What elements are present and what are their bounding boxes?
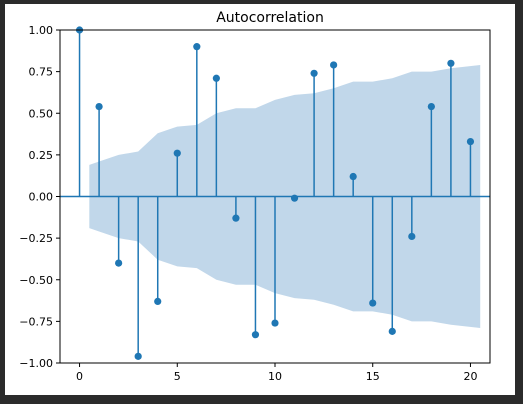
stem-marker [310,69,318,77]
y-tick-label: 0.75 [29,66,54,79]
y-tick-label: 0.00 [29,191,54,204]
stem-marker [427,102,435,111]
stem-marker [271,319,279,327]
stem-marker [330,61,338,69]
stem-marker [95,102,103,111]
chart-title: Autocorrelation [216,10,324,26]
x-tick-label: 10 [268,370,282,383]
stem-marker [115,259,123,267]
stem-marker [193,43,201,51]
stem-marker [251,331,260,339]
stem-marker [212,74,220,82]
x-tick-label: 20 [463,370,477,383]
autocorrelation-chart: Autocorrelation 1.00 0.75 0.50 0.25 0.00 −0.2… [19,10,491,383]
y-tick-label: 1.00 [29,24,54,37]
y-tick-label: 0.50 [29,107,54,120]
stem-marker [232,214,240,222]
y-tick-label: −0.75 [19,315,53,328]
figure-canvas: Autocorrelation 1.00 0.75 0.50 0.25 0.00 −0.2… [5,4,515,395]
stem-marker [134,352,142,360]
stem-marker [388,327,396,335]
x-tick-label: 5 [174,370,181,383]
x-tick-label: 15 [366,370,380,383]
stem-marker [349,172,357,181]
y-tick-label: −0.50 [19,274,53,287]
y-tick-label: −0.25 [19,232,53,245]
stem-marker [290,194,299,202]
y-tick-label: −1.00 [19,357,53,370]
stem-marker [466,137,475,146]
stem-marker [154,297,162,305]
x-tick-label: 0 [76,370,83,383]
stem-marker [447,59,455,67]
stem-marker [408,232,416,241]
y-tick-label: 0.25 [29,149,54,162]
stem-marker [369,299,377,307]
stem-marker [173,149,181,157]
